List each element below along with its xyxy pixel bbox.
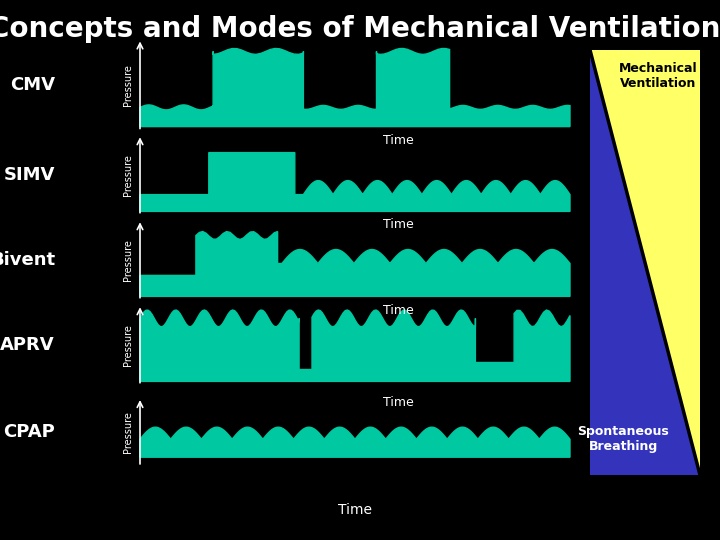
Text: CMV: CMV	[10, 76, 55, 94]
Text: Pressure: Pressure	[123, 411, 133, 453]
Text: Pressure: Pressure	[123, 239, 133, 281]
Text: Pressure: Pressure	[123, 324, 133, 366]
Polygon shape	[140, 427, 570, 457]
Text: Bivent: Bivent	[0, 251, 55, 269]
Text: Time: Time	[382, 133, 413, 146]
Bar	[590, 50, 700, 475]
Text: Concepts and Modes of Mechanical Ventilation: Concepts and Modes of Mechanical Ventila…	[0, 15, 720, 43]
Text: Mechanical
Ventilation: Mechanical Ventilation	[619, 62, 698, 90]
Polygon shape	[140, 310, 570, 381]
Text: Spontaneous
Breathing: Spontaneous Breathing	[577, 425, 669, 453]
Text: Time: Time	[382, 395, 413, 408]
Text: SIMV: SIMV	[4, 166, 55, 184]
Text: Time: Time	[338, 503, 372, 517]
Text: Pressure: Pressure	[123, 154, 133, 196]
Text: CPAP: CPAP	[4, 423, 55, 441]
Polygon shape	[590, 50, 700, 475]
Text: Time: Time	[382, 219, 413, 232]
Text: Pressure: Pressure	[123, 64, 133, 106]
Text: Time: Time	[382, 303, 413, 316]
Polygon shape	[140, 49, 570, 126]
Text: APRV: APRV	[1, 336, 55, 354]
Polygon shape	[140, 153, 570, 211]
Polygon shape	[140, 232, 570, 296]
